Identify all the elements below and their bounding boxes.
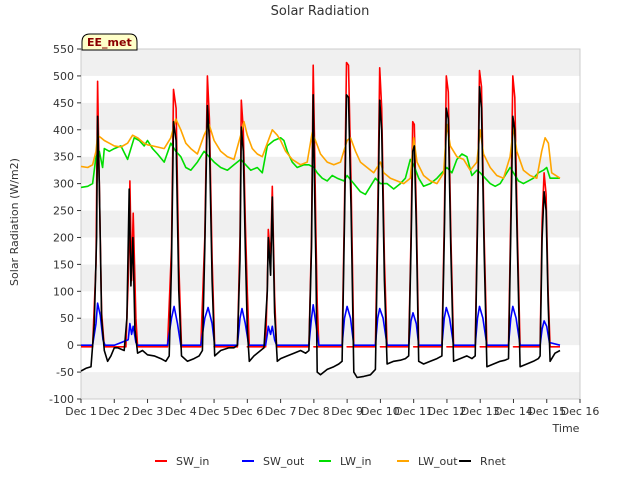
y-tick-label: 350 [53,151,74,164]
series-layer [80,61,561,379]
x-tick-label: Dec 8 [298,405,330,418]
grid-band [81,75,580,103]
y-tick-label: -50 [56,366,74,379]
x-tick-label: Dec 1 [65,405,97,418]
legend-label: SW_in [176,455,209,468]
plot-frame [80,48,581,400]
grid-band [81,49,580,76]
series-line-rnet [80,85,561,379]
x-tick-label: Dec 15 [527,405,566,418]
x-tick-label: Dec 10 [361,405,400,418]
grid-band [81,318,580,346]
y-axis: -100 -50 0 50 100 150 200 250 300 350 400 450 500 550 [49,43,81,406]
badge-label: EE_met [87,36,132,49]
x-axis-title: Time [552,422,580,435]
grid-band [81,237,580,265]
grid-band [81,372,580,399]
grid-band [81,129,580,157]
badge-box [81,33,138,51]
y-tick-label: 100 [53,285,74,298]
x-tick-label: Dec 11 [394,405,433,418]
legend-label: LW_out [418,455,458,468]
x-tick-label: Dec 12 [428,405,467,418]
x-tick-label: Dec 13 [461,405,500,418]
y-axis-title: Solar Radiation (W/m2) [8,158,21,286]
chart-title: Solar Radiation [271,4,370,19]
legend-label: Rnet [480,455,506,468]
y-tick-label: 450 [53,97,74,110]
x-tick-label: Dec 7 [265,405,297,418]
series-line-lw-in [80,137,560,196]
x-tick-label: Dec 5 [198,405,230,418]
y-tick-label: 550 [53,43,74,56]
legend-label: LW_in [340,455,372,468]
x-tick-label: Dec 16 [561,405,600,418]
grid-band [81,210,580,238]
grid-band [81,183,580,211]
y-tick-label: 200 [53,231,74,244]
x-tick-label: Dec 6 [231,405,263,418]
y-tick-label: 500 [53,70,74,83]
grid-band [81,291,580,319]
legend-label: SW_out [263,455,305,468]
y-tick-label: 150 [53,258,74,271]
y-tick-label: 250 [53,205,74,218]
x-tick-label: Dec 2 [98,405,130,418]
x-tick-label: Dec 4 [165,405,197,418]
y-tick-label: 50 [60,312,74,325]
y-tick-label: 0 [67,339,74,352]
y-tick-label: 400 [53,124,74,137]
x-tick-label: Dec 14 [494,405,533,418]
grid-bands [81,49,580,399]
ee-met-badge: EE_met [81,33,138,51]
grid-band [81,264,580,292]
x-axis: Dec 1 Dec 2 Dec 3 Dec 4 Dec 5 Dec 6 Dec 7 Dec 8… [65,399,599,418]
y-tick-label: 300 [53,178,74,191]
y-tick-label: -100 [49,393,74,406]
x-tick-label: Dec 9 [331,405,363,418]
x-tick-label: Dec 3 [132,405,164,418]
legend: SW_in SW_out LW_in LW_out Rnet [155,455,506,468]
grid-band [81,102,580,130]
